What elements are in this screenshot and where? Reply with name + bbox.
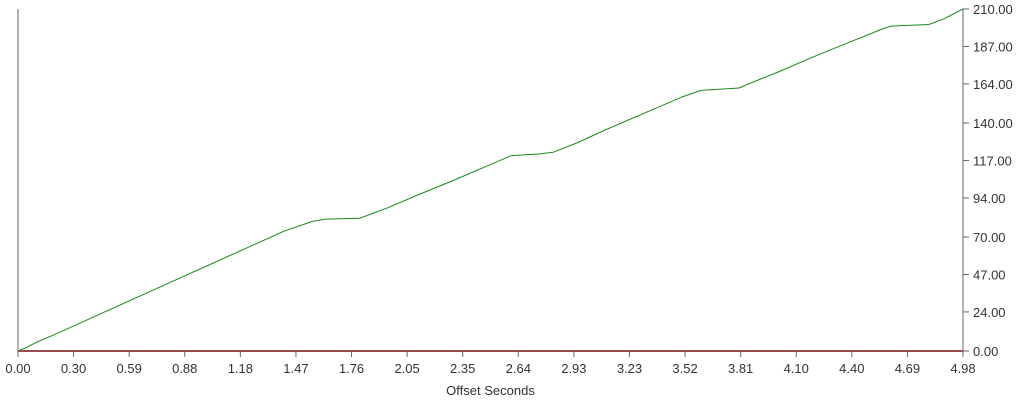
y-tick-label: 94.00 xyxy=(973,191,1006,206)
x-tick-label: 4.69 xyxy=(895,361,920,376)
x-axis-title: Offset Seconds xyxy=(446,383,535,398)
x-tick-label: 3.52 xyxy=(672,361,697,376)
x-tick-label: 0.88 xyxy=(172,361,197,376)
y-tick-label: 187.00 xyxy=(973,39,1013,54)
x-tick-label: 3.81 xyxy=(728,361,753,376)
y-tick-label: 210.00 xyxy=(973,2,1013,17)
x-tick-label: 4.98 xyxy=(950,361,975,376)
x-tick-label: 1.47 xyxy=(283,361,308,376)
y-tick-label: 164.00 xyxy=(973,77,1013,92)
x-tick-label: 1.76 xyxy=(339,361,364,376)
series-line-1 xyxy=(17,8,964,352)
y-tick-label: 70.00 xyxy=(973,230,1006,245)
x-tick-label: 2.93 xyxy=(561,361,586,376)
y-axis-ticks: 0.00 24.00 47.00 70.00 94.00 117.00 140.00 164.… xyxy=(963,2,1013,359)
x-tick-label: 2.05 xyxy=(394,361,419,376)
x-tick-label: 2.35 xyxy=(450,361,475,376)
x-tick-label: 3.23 xyxy=(617,361,642,376)
plot-area xyxy=(17,8,964,352)
y-tick-label: 140.00 xyxy=(973,116,1013,131)
x-tick-label: 4.10 xyxy=(784,361,809,376)
x-tick-label: 2.64 xyxy=(506,361,531,376)
y-tick-label: 47.00 xyxy=(973,267,1006,282)
x-tick-label: 0.59 xyxy=(117,361,142,376)
x-tick-label: 0.00 xyxy=(5,361,30,376)
x-tick-label: 4.40 xyxy=(839,361,864,376)
x-tick-label: 0.30 xyxy=(61,361,86,376)
x-axis-ticks: 0.00 0.30 0.59 0.88 1.18 1.47 1.76 2.05 2.35 2.64… xyxy=(5,351,976,376)
y-tick-label: 0.00 xyxy=(973,344,998,359)
y-tick-label: 24.00 xyxy=(973,305,1006,320)
y-tick-label: 117.00 xyxy=(973,153,1012,168)
x-tick-label: 1.18 xyxy=(228,361,253,376)
